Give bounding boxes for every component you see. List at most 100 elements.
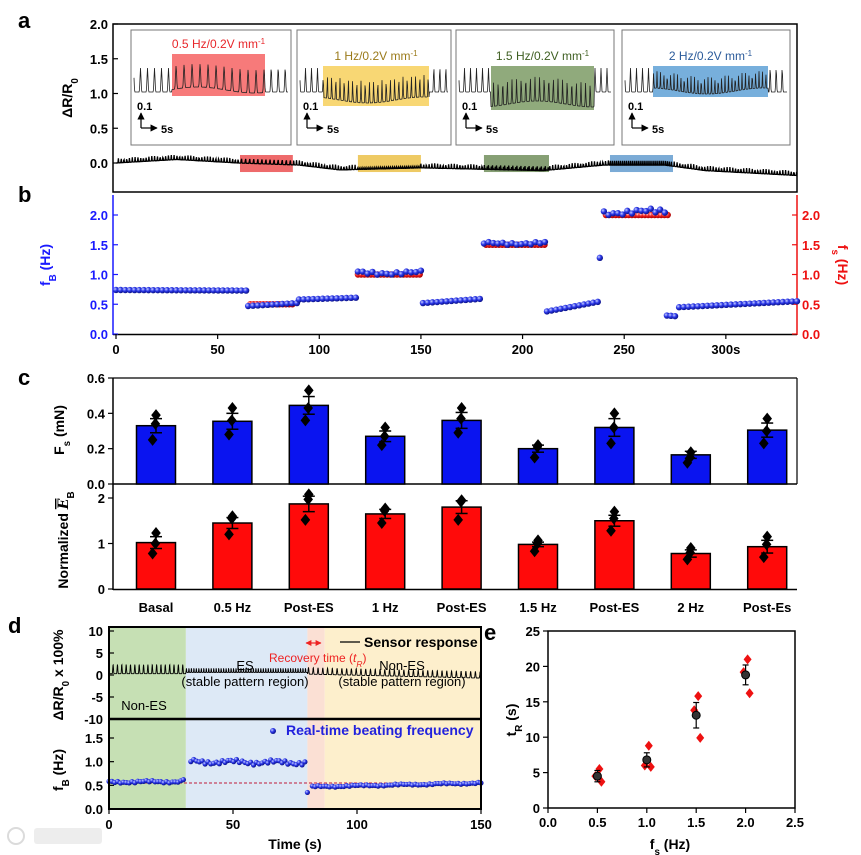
- bottom-y-axis-label-part: B: [61, 779, 72, 786]
- x-tick-label: 0: [112, 342, 119, 357]
- fb-point: [383, 270, 391, 278]
- data-point: [743, 654, 752, 665]
- top-y-axis-label-part: F: [51, 446, 67, 455]
- left-y-axis-label-part: f: [37, 281, 53, 286]
- fb-point: [647, 205, 654, 212]
- fb-point: [513, 241, 520, 248]
- bottom-y-axis-label-part: f: [50, 786, 66, 791]
- x-tick-label: 0: [105, 817, 112, 832]
- y-tick-label: 1.0: [85, 755, 103, 770]
- data-point: [224, 528, 234, 541]
- inset-label: 1 Hz/0.2V mm-1: [334, 49, 418, 64]
- fb-point: [624, 207, 631, 215]
- sensor-trace: [115, 154, 798, 177]
- fb-point: [163, 287, 171, 294]
- fb-point: [760, 299, 768, 307]
- inset-label-sup: -1: [258, 37, 266, 46]
- fb-point: [419, 299, 427, 307]
- y-axis-label-part: 0: [70, 78, 81, 84]
- x-tick-label: 2.5: [786, 815, 804, 830]
- fb-point: [238, 287, 245, 294]
- fb-point: [254, 302, 262, 309]
- x-axis-label-part: s: [654, 847, 660, 855]
- fb-point: [789, 298, 796, 305]
- fb-point: [656, 206, 664, 213]
- x-tick-label: 100: [308, 342, 330, 357]
- fb-point: [374, 271, 381, 278]
- left-y-tick-label: 1.0: [90, 268, 108, 283]
- bar: [364, 513, 406, 590]
- data-point: [227, 402, 238, 415]
- fb-point: [594, 298, 601, 306]
- x-tick-label: 1.5: [687, 815, 705, 830]
- fb-point: [352, 294, 360, 301]
- top-y-axis-label-part: (mN): [51, 405, 67, 441]
- data-point: [300, 414, 311, 427]
- data-point: [759, 551, 769, 564]
- x-tick-label: 0.0: [539, 815, 557, 830]
- data-point: [227, 512, 237, 525]
- right-y-tick-label: 1.0: [802, 268, 820, 283]
- fb-point: [182, 287, 189, 294]
- data-point: [694, 691, 703, 702]
- watermark-logo: [7, 827, 102, 845]
- data-point: [609, 421, 619, 434]
- x-axis-label: fs (Hz): [650, 836, 690, 855]
- data-point: [646, 761, 655, 772]
- data-point: [147, 547, 158, 560]
- data-point: [606, 437, 616, 450]
- fb-point: [328, 295, 336, 302]
- fb-point: [652, 209, 659, 216]
- fb-point: [112, 286, 120, 294]
- category-label: 1 Hz: [372, 600, 399, 615]
- data-point: [303, 493, 313, 506]
- y-tick-label: 0.5: [90, 121, 108, 136]
- fb-point: [196, 287, 203, 294]
- legend-dot-icon: [270, 728, 276, 734]
- x-tick-label: 1.0: [638, 815, 656, 830]
- x-tick-label: 200: [512, 342, 534, 357]
- fb-point: [264, 301, 271, 309]
- data-point: [682, 456, 693, 469]
- y-tick-label: 0: [98, 582, 105, 597]
- panel-letter: e: [484, 620, 496, 645]
- top-y-axis-label-part: ΔR/R: [50, 686, 66, 720]
- fb-point: [718, 301, 725, 309]
- fb-point: [633, 206, 640, 214]
- top-y-axis-label-part: s: [62, 440, 73, 446]
- y-tick-label: 10: [526, 730, 540, 745]
- category-label: Post-ES: [437, 600, 487, 615]
- y-tick-label: -5: [91, 690, 103, 705]
- scale-bar-x-label: 5s: [652, 124, 664, 136]
- fb-point: [201, 287, 208, 294]
- scale-bar-y-label: 0.1: [137, 101, 152, 113]
- y-tick-label: 25: [526, 624, 540, 639]
- panel-letter: a: [18, 8, 31, 33]
- fb-point: [438, 298, 446, 305]
- bottom-y-axis-label-part: E: [56, 498, 72, 510]
- y-tick-label: 0.6: [87, 371, 105, 386]
- left-y-tick-label: 2.0: [90, 208, 108, 223]
- scale-bar-y-label: 0.1: [303, 101, 318, 113]
- fb-point: [765, 299, 772, 306]
- fb-point: [770, 299, 777, 306]
- fb-point: [274, 301, 281, 308]
- x-tick-label: 300s: [711, 342, 740, 357]
- category-label: 0.5 Hz: [214, 600, 252, 615]
- bottom-y-axis-label-part: Normalized: [55, 509, 71, 588]
- bottom-y-axis-label: fB (Hz): [50, 749, 72, 791]
- recovery-time-label-part: ): [362, 651, 366, 665]
- fb-point: [628, 210, 636, 217]
- left-y-axis-label-part: (Hz): [37, 244, 53, 274]
- inset-label: 0.5 Hz/0.2V mm-1: [172, 37, 266, 52]
- y-axis-label-part: (s): [503, 704, 519, 725]
- watermark-icon: [7, 827, 25, 845]
- fb-point: [518, 240, 525, 248]
- data-point: [379, 430, 390, 443]
- inset-stim-highlight: [172, 54, 265, 96]
- x-axis-label-part: (Hz): [660, 836, 690, 852]
- panel-b: 0.0 0.0 0.5 0.5 1.0 1.0 1.5 1.5 2.0 2.0 0 50 100 150 2…: [37, 195, 851, 357]
- inset-1: 0.5 Hz/0.2V mm-1 0.1 5s: [130, 29, 292, 146]
- data-point: [761, 425, 772, 437]
- fb-point: [145, 286, 152, 294]
